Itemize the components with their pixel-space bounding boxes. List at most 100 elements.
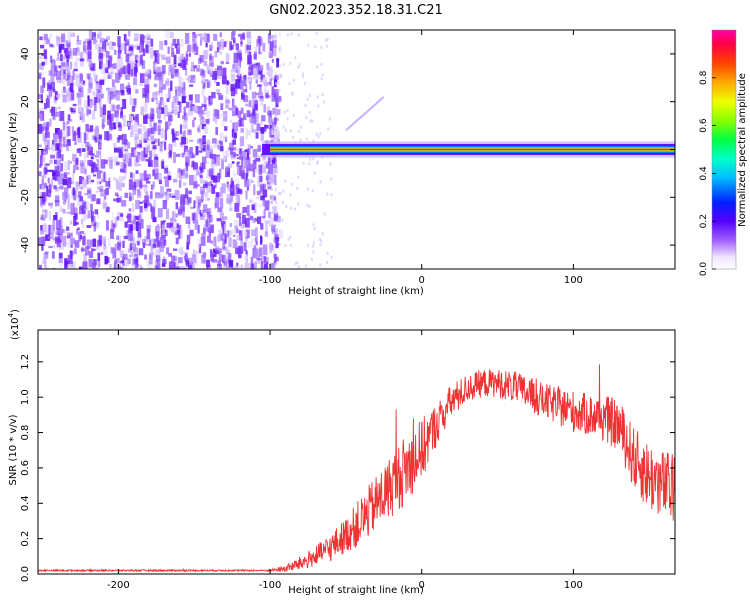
noise-mark bbox=[134, 133, 140, 140]
noise-mark bbox=[203, 105, 207, 111]
noise-mark bbox=[267, 156, 271, 165]
noise-mark bbox=[268, 110, 272, 118]
noise-mark bbox=[56, 94, 61, 98]
snr-xlabel: Height of straight line (km) bbox=[288, 585, 424, 596]
noise-mark bbox=[224, 126, 228, 131]
noise-mark bbox=[72, 103, 77, 107]
noise-mark bbox=[191, 160, 195, 168]
sparse-mark bbox=[289, 61, 292, 65]
colorbar-frame bbox=[711, 29, 737, 270]
noise-mark bbox=[92, 36, 96, 45]
noise-mark bbox=[53, 67, 57, 77]
noise-mark bbox=[264, 257, 269, 265]
noise-mark bbox=[263, 86, 267, 92]
noise-mark bbox=[157, 103, 161, 109]
noise-mark bbox=[137, 152, 141, 160]
sparse-mark bbox=[297, 175, 300, 179]
noise-mark bbox=[226, 80, 229, 86]
noise-mark bbox=[72, 130, 77, 141]
sparse-mark bbox=[275, 231, 278, 235]
noise-mark bbox=[203, 224, 206, 232]
noise-mark bbox=[174, 231, 179, 236]
sparse-mark bbox=[312, 139, 315, 143]
noise-mark bbox=[273, 212, 279, 221]
noise-mark bbox=[92, 238, 97, 247]
noise-mark bbox=[117, 50, 121, 59]
noise-mark bbox=[73, 207, 78, 218]
noise-mark bbox=[215, 249, 220, 254]
noise-mark bbox=[150, 184, 154, 190]
colorbar-ticks: 0.00.20.40.60.8 bbox=[699, 70, 716, 276]
noise-mark bbox=[248, 167, 251, 171]
noise-mark bbox=[162, 140, 166, 148]
noise-mark bbox=[78, 48, 81, 56]
noise-mark bbox=[60, 173, 65, 185]
noise-mark bbox=[236, 157, 241, 160]
noise-mark bbox=[116, 197, 121, 203]
noise-mark bbox=[243, 74, 247, 86]
noise-mark bbox=[98, 53, 104, 59]
noise-mark bbox=[253, 202, 257, 214]
noise-mark bbox=[267, 96, 272, 99]
noise-mark bbox=[184, 77, 189, 81]
noise-mark bbox=[126, 229, 129, 239]
noise-mark bbox=[75, 157, 79, 165]
noise-mark bbox=[266, 66, 271, 71]
noise-mark bbox=[205, 149, 208, 155]
noise-mark bbox=[199, 36, 204, 41]
noise-mark bbox=[76, 40, 82, 45]
noise-mark bbox=[80, 52, 83, 62]
noise-mark bbox=[71, 261, 76, 269]
noise-mark bbox=[55, 111, 60, 117]
noise-mark bbox=[71, 75, 74, 84]
noise-mark bbox=[184, 267, 187, 269]
noise-mark bbox=[255, 46, 258, 51]
noise-mark bbox=[180, 200, 185, 212]
noise-mark bbox=[80, 230, 85, 234]
noise-mark bbox=[218, 246, 222, 252]
noise-mark bbox=[206, 235, 211, 243]
noise-mark bbox=[97, 186, 101, 190]
noise-mark bbox=[143, 102, 148, 112]
noise-mark bbox=[72, 82, 76, 87]
noise-mark bbox=[49, 159, 53, 164]
sparse-mark bbox=[273, 210, 276, 214]
noise-mark bbox=[253, 264, 256, 269]
noise-mark bbox=[40, 149, 44, 156]
noise-mark bbox=[107, 60, 110, 69]
noise-mark bbox=[252, 105, 256, 117]
noise-mark bbox=[105, 57, 109, 69]
noise-mark bbox=[76, 92, 80, 98]
noise-mark bbox=[153, 71, 156, 74]
noise-mark bbox=[115, 116, 119, 127]
noise-mark bbox=[163, 115, 166, 121]
sparse-mark bbox=[316, 65, 319, 69]
noise-mark bbox=[100, 63, 106, 74]
noise-mark bbox=[269, 125, 273, 129]
noise-mark bbox=[65, 172, 70, 175]
noise-mark bbox=[71, 126, 74, 134]
noise-mark bbox=[134, 156, 139, 167]
noise-mark bbox=[175, 89, 178, 97]
noise-mark bbox=[142, 238, 146, 246]
noise-mark bbox=[48, 210, 52, 221]
noise-mark bbox=[229, 41, 232, 51]
noise-mark bbox=[81, 113, 86, 123]
noise-mark bbox=[159, 141, 163, 152]
noise-mark bbox=[215, 116, 218, 124]
noise-mark bbox=[150, 146, 156, 157]
x-tick-label: -100 bbox=[259, 580, 282, 591]
noise-mark bbox=[199, 68, 204, 76]
noise-mark bbox=[41, 175, 44, 186]
noise-mark bbox=[42, 223, 47, 233]
noise-mark bbox=[232, 128, 236, 139]
noise-mark bbox=[262, 183, 267, 192]
noise-mark bbox=[73, 107, 76, 111]
noise-mark bbox=[119, 250, 124, 258]
sparse-mark bbox=[274, 72, 277, 76]
sparse-mark bbox=[330, 255, 333, 259]
noise-mark bbox=[153, 153, 158, 157]
noise-mark bbox=[55, 230, 61, 236]
noise-mark bbox=[92, 72, 96, 78]
sparse-mark bbox=[272, 47, 275, 51]
